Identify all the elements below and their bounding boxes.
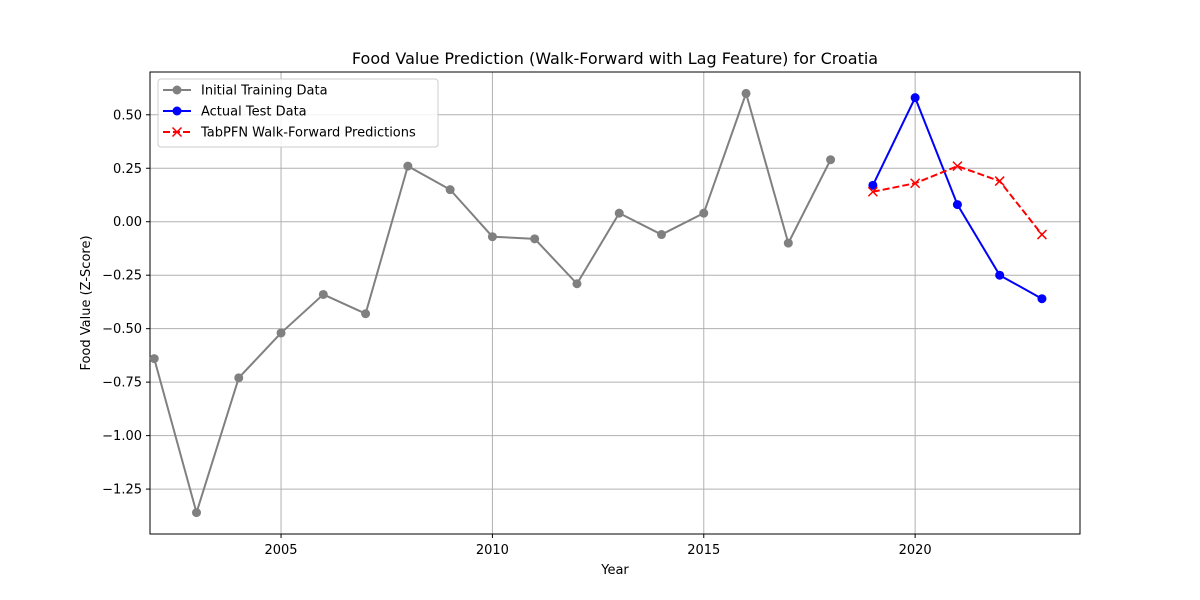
data-point bbox=[488, 232, 497, 241]
data-point bbox=[1037, 294, 1046, 303]
x-tick-label: 2015 bbox=[687, 543, 720, 558]
axis-ticks: 2005 2010 2015 2020 −1.25 −1.00 −0.75 −0.50 −0.2… bbox=[102, 108, 932, 558]
data-point bbox=[995, 271, 1004, 280]
chart-title: Food Value Prediction (Walk-Forward with… bbox=[352, 49, 878, 68]
y-tick-label: −1.00 bbox=[102, 429, 142, 444]
x-axis-label: Year bbox=[600, 563, 629, 578]
x-tick-label: 2020 bbox=[899, 543, 932, 558]
data-point bbox=[150, 354, 159, 363]
x-tick-label: 2005 bbox=[264, 543, 297, 558]
y-axis-label: Food Value (Z-Score) bbox=[79, 235, 94, 370]
series-layer bbox=[150, 89, 1047, 517]
data-point bbox=[361, 309, 370, 318]
series-line bbox=[873, 98, 1042, 299]
data-point bbox=[742, 89, 751, 98]
series-1 bbox=[868, 93, 1046, 303]
data-point bbox=[446, 185, 455, 194]
data-point bbox=[1037, 230, 1046, 239]
data-point bbox=[953, 200, 962, 209]
data-point bbox=[277, 328, 286, 337]
y-tick-label: −0.25 bbox=[102, 269, 142, 284]
data-point bbox=[657, 230, 666, 239]
data-point bbox=[403, 162, 412, 171]
legend-label: Initial Training Data bbox=[201, 84, 328, 99]
data-point bbox=[911, 93, 920, 102]
y-tick-label: 0.00 bbox=[113, 215, 142, 230]
legend-marker bbox=[173, 107, 182, 116]
data-point bbox=[953, 162, 962, 171]
data-point bbox=[234, 373, 243, 382]
y-tick-label: −0.50 bbox=[102, 322, 142, 337]
legend-item: TabPFN Walk-Forward Predictions bbox=[163, 126, 416, 141]
y-tick-label: −1.25 bbox=[102, 483, 142, 498]
data-point bbox=[192, 508, 201, 517]
legend: Initial Training Data Actual Test Data Tab… bbox=[158, 79, 438, 147]
x-tick-label: 2010 bbox=[476, 543, 509, 558]
y-tick-label: 0.50 bbox=[113, 108, 142, 123]
y-tick-label: −0.75 bbox=[102, 376, 142, 391]
data-point bbox=[530, 234, 539, 243]
data-point bbox=[784, 239, 793, 248]
data-point bbox=[995, 177, 1004, 186]
data-point bbox=[572, 279, 581, 288]
data-point bbox=[615, 209, 624, 218]
data-point bbox=[826, 155, 835, 164]
y-tick-label: 0.25 bbox=[113, 162, 142, 177]
data-point bbox=[699, 209, 708, 218]
data-point bbox=[319, 290, 328, 299]
legend-label: TabPFN Walk-Forward Predictions bbox=[200, 126, 416, 141]
legend-marker bbox=[173, 86, 182, 95]
legend-label: Actual Test Data bbox=[201, 105, 307, 120]
